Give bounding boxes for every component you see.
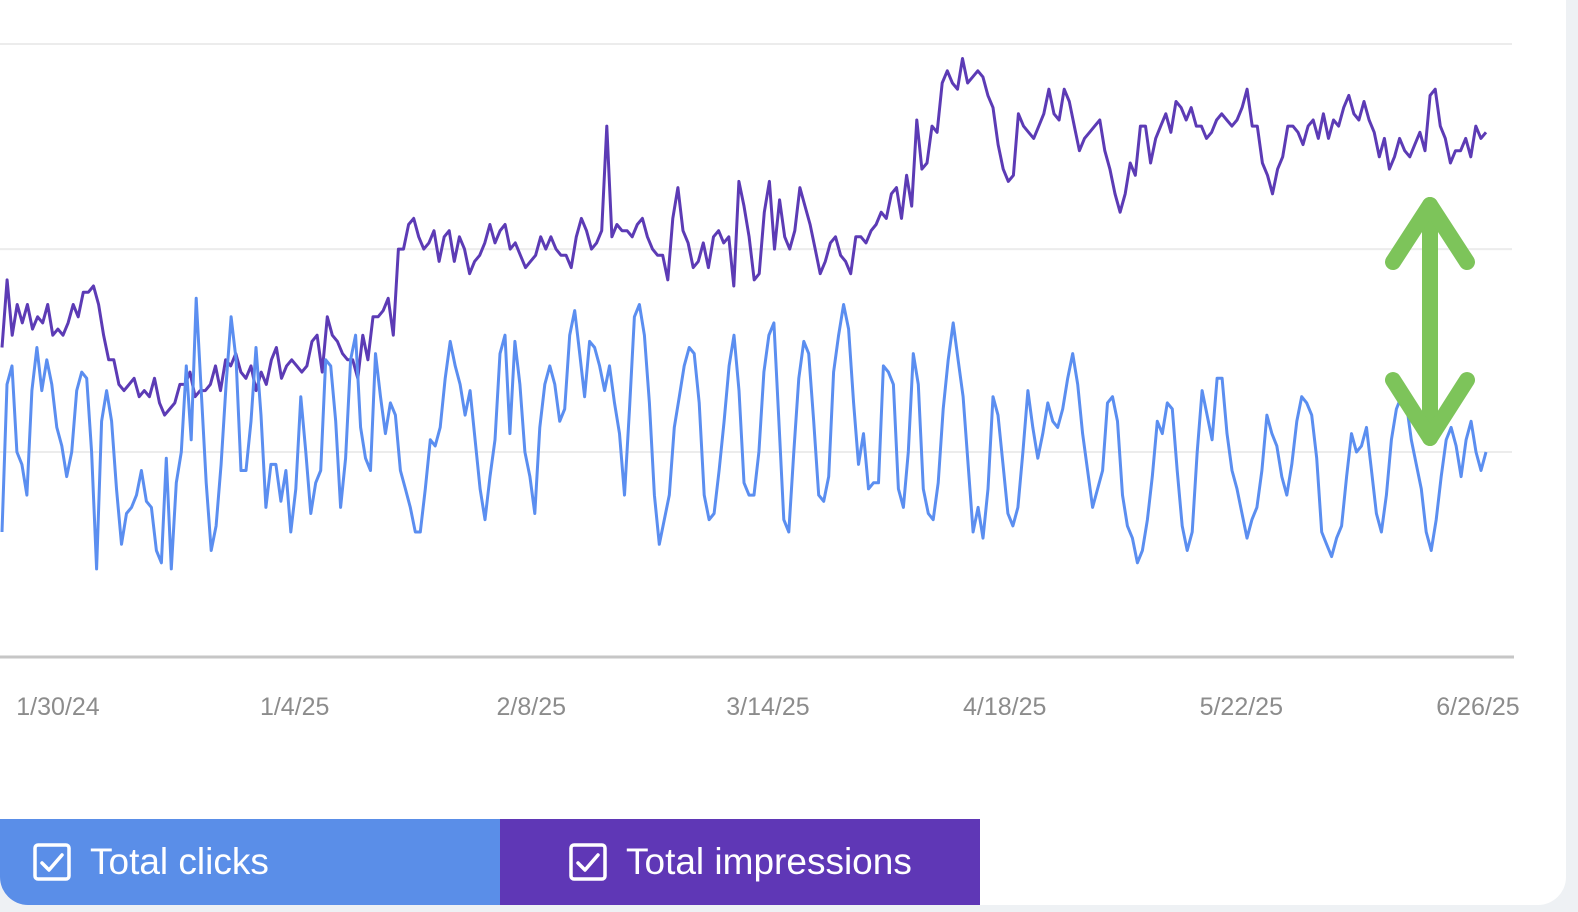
legend-total-clicks-label: Total clicks — [90, 841, 269, 882]
x-tick-label: 1/4/25 — [260, 693, 330, 721]
gridlines — [0, 43, 1514, 659]
annotation-layer — [1385, 197, 1475, 446]
x-tick-label: 5/22/25 — [1200, 693, 1283, 721]
x-tick-label: 3/14/25 — [726, 693, 809, 721]
x-tick-label: 1/30/24 — [16, 693, 100, 721]
series-line-total-impressions — [0, 57, 1488, 417]
checkbox-checked-icon[interactable] — [568, 842, 608, 882]
x-tick-label: 6/26/25 — [1436, 693, 1519, 721]
checkbox-checked-icon[interactable] — [32, 842, 72, 882]
series-layer — [0, 57, 1488, 571]
x-tick-label: 2/8/25 — [497, 693, 567, 721]
series-line-total-clicks — [0, 296, 1488, 571]
x-tick-label: 4/18/25 — [963, 693, 1046, 721]
chart-legend: Total clicks Total impressions — [0, 819, 980, 905]
double-arrow-icon — [1385, 197, 1475, 446]
legend-total-clicks[interactable]: Total clicks — [0, 819, 500, 905]
line-chart: 1/30/24 1/4/25 2/8/25 3/14/25 4/18/25 5/22/25… — [0, 43, 1520, 721]
legend-total-impressions-label: Total impressions — [626, 841, 912, 882]
legend-total-impressions[interactable]: Total impressions — [500, 819, 980, 905]
x-axis-ticks: 1/30/24 1/4/25 2/8/25 3/14/25 4/18/25 5/22/25… — [16, 693, 1519, 721]
